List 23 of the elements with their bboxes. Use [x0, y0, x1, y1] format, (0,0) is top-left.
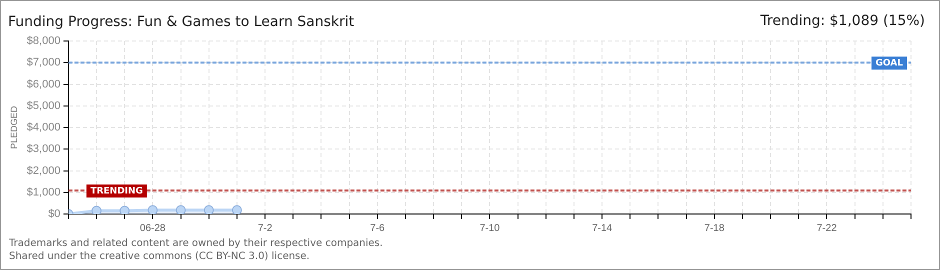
x-tick-label: 7-22: [816, 222, 838, 234]
x-tick-label: 7-10: [480, 222, 500, 234]
text: Trademarks and related content are owned by their respective companies.: [9, 238, 383, 249]
y-tick-label: $4,000: [26, 122, 60, 134]
x-tick-label: 06-28: [140, 222, 166, 234]
y-tick-label: $7,000: [26, 56, 60, 69]
x-tick-label: 7-14: [592, 222, 613, 234]
x-tick-label: 7-18: [704, 222, 725, 234]
x-tick-label: 7-6: [370, 222, 386, 234]
ref-line-label: GOAL: [876, 58, 904, 68]
y-tick-label: $0: [48, 208, 60, 220]
y-tick-label: $2,000: [26, 164, 60, 177]
y-tick-label: $6,000: [26, 78, 60, 90]
x-tick-label: 7-2: [258, 222, 273, 234]
y-tick-label: $8,000: [26, 35, 60, 48]
y-tick-label: $3,000: [26, 143, 60, 156]
ref-line-label: TRENDING: [90, 186, 143, 196]
text: Shared under the creative commons (CC BY-NC 3.0) license.: [9, 251, 310, 262]
y-tick-label: $1,000: [26, 186, 60, 198]
chart-title: Funding Progress: Fun & Games to Learn Sanskrit: [8, 14, 354, 30]
chart-subtitle: Trending: $1,089 (15%): [760, 13, 925, 29]
y-axis-title: PLEDGED: [8, 105, 19, 150]
y-tick-label: $5,000: [26, 100, 60, 112]
